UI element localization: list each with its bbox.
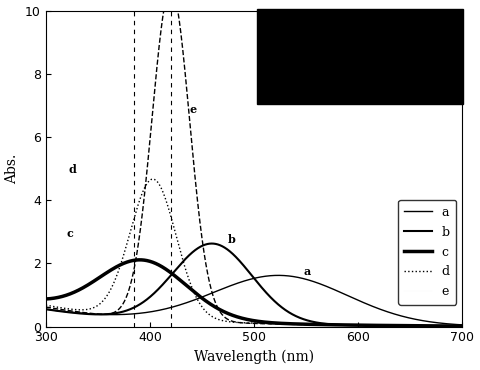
Text: c: c <box>67 228 73 239</box>
Y-axis label: Abs.: Abs. <box>6 154 20 184</box>
Text: d: d <box>69 164 77 175</box>
Legend: a, b, c, d, e: a, b, c, d, e <box>398 199 456 305</box>
Text: e: e <box>190 104 197 115</box>
Text: a: a <box>303 266 311 278</box>
Text: b: b <box>228 234 236 245</box>
X-axis label: Wavelength (nm): Wavelength (nm) <box>194 350 314 364</box>
